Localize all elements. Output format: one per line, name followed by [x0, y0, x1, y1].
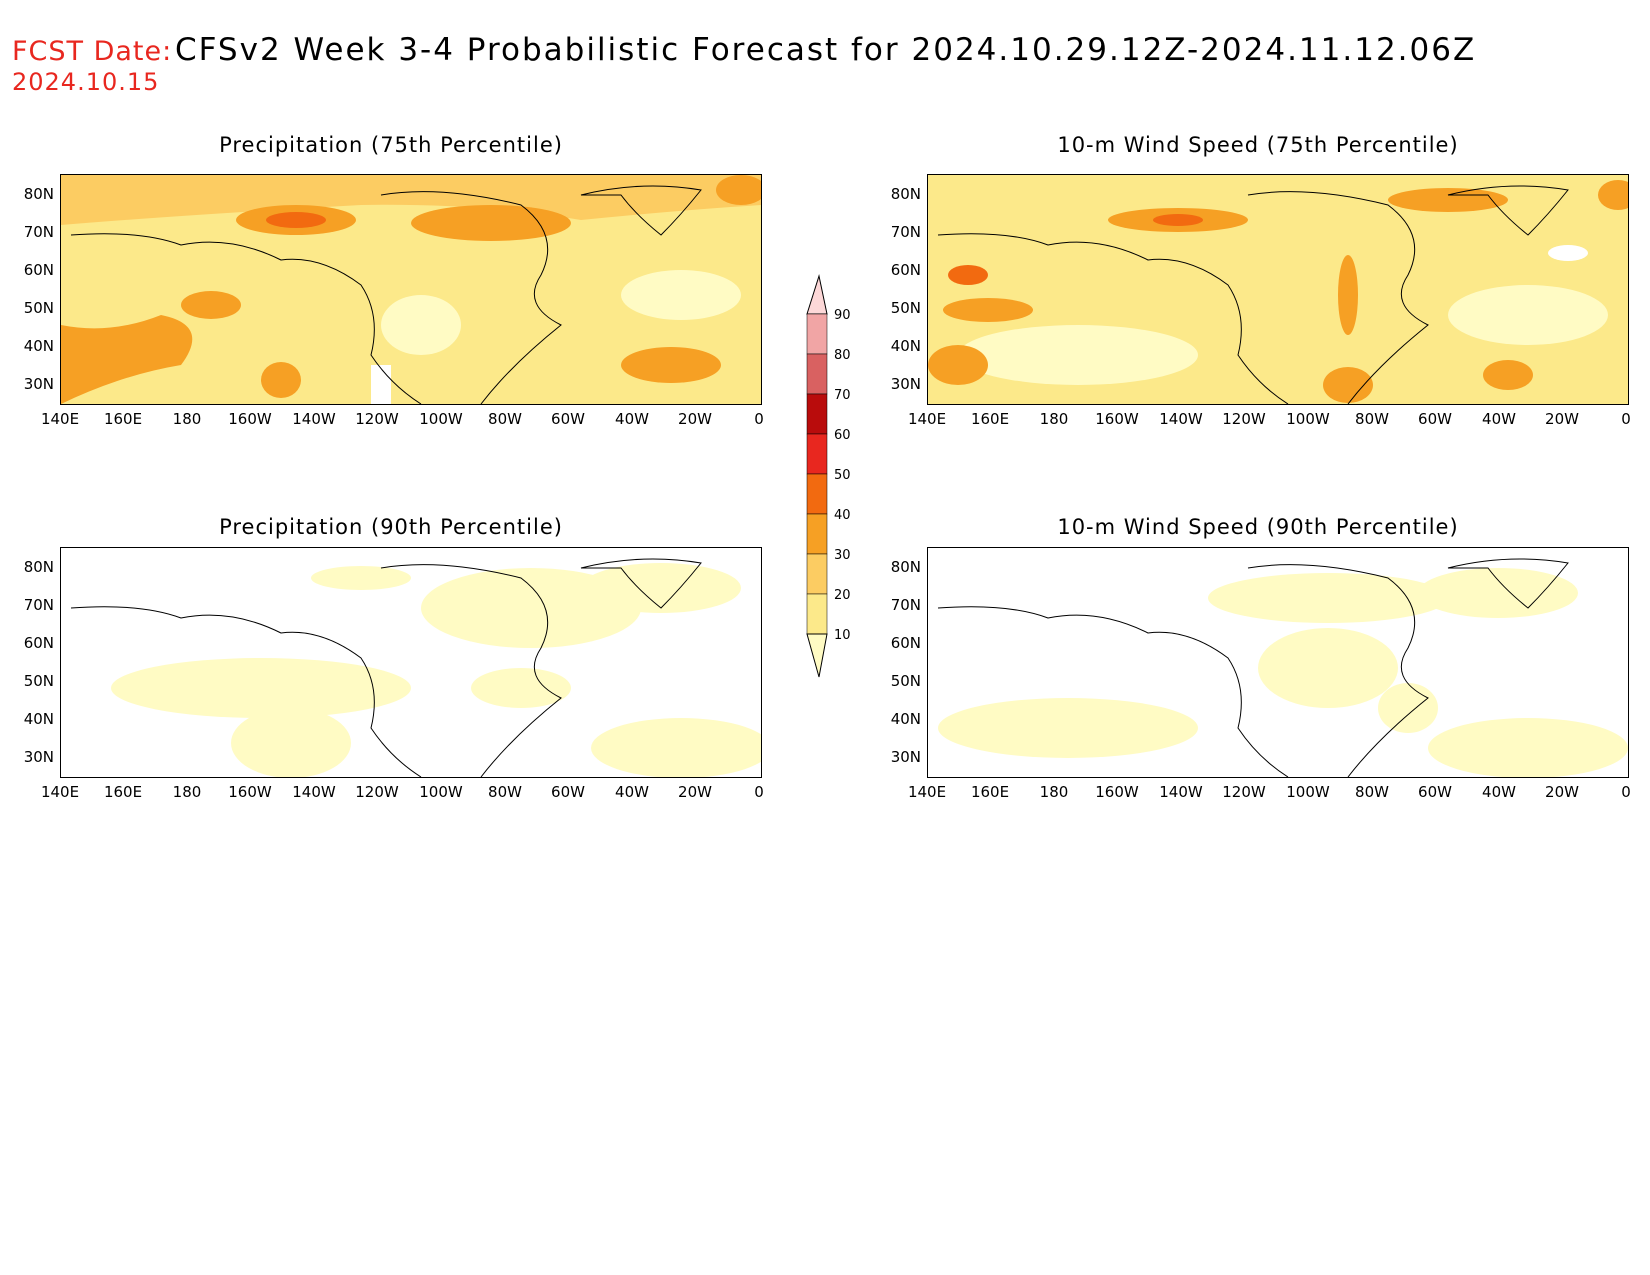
- map-wind90: [927, 547, 1629, 778]
- colorbar-label: 30: [834, 548, 851, 563]
- lat-label: 50N: [23, 299, 54, 317]
- lon-label: 60W: [1418, 410, 1452, 428]
- lon-label: 60W: [1418, 783, 1452, 801]
- lon-label: 140W: [1159, 783, 1203, 801]
- lat-label: 80N: [23, 185, 54, 203]
- colorbar: [806, 274, 828, 678]
- lon-label: 100W: [1286, 783, 1330, 801]
- lon-label: 120W: [355, 410, 399, 428]
- lon-label: 20W: [1545, 783, 1579, 801]
- lat-label: 30N: [23, 748, 54, 766]
- lat-label: 30N: [23, 375, 54, 393]
- lon-label: 160W: [1095, 410, 1139, 428]
- lon-label: 100W: [419, 783, 463, 801]
- forecast-date-label: FCST Date:: [12, 36, 173, 67]
- lat-label: 80N: [890, 558, 921, 576]
- lon-label: 20W: [678, 783, 712, 801]
- lon-label: 160W: [228, 783, 272, 801]
- lat-label: 50N: [23, 672, 54, 690]
- lat-label: 70N: [890, 223, 921, 241]
- lon-label: 140W: [292, 783, 336, 801]
- lon-label: 80W: [1355, 410, 1389, 428]
- lon-label: 140W: [292, 410, 336, 428]
- lon-label: 120W: [1222, 410, 1266, 428]
- lon-label: 160W: [1095, 783, 1139, 801]
- lat-label: 60N: [890, 261, 921, 279]
- lon-label: 180: [1039, 783, 1069, 801]
- map-wind75: [927, 174, 1629, 405]
- lat-label: 60N: [890, 634, 921, 652]
- lon-label: 140E: [40, 783, 80, 801]
- lon-label: 80W: [488, 410, 522, 428]
- lat-label: 40N: [23, 337, 54, 355]
- panel-title-wind75: 10-m Wind Speed (75th Percentile): [1057, 133, 1459, 157]
- lat-label: 70N: [890, 596, 921, 614]
- colorbar-label: 10: [834, 628, 851, 643]
- colorbar-label: 50: [834, 468, 851, 483]
- lon-label: 40W: [615, 783, 649, 801]
- lon-label: 20W: [678, 410, 712, 428]
- lon-label: 60W: [551, 410, 585, 428]
- lat-label: 40N: [890, 710, 921, 728]
- lon-label: 40W: [1482, 783, 1516, 801]
- lon-label: 160E: [970, 783, 1010, 801]
- lon-label: 0: [1621, 783, 1631, 801]
- lat-label: 60N: [23, 634, 54, 652]
- colorbar-label: 60: [834, 428, 851, 443]
- colorbar-label: 90: [834, 308, 851, 323]
- panel-title-precip90: Precipitation (90th Percentile): [219, 515, 563, 539]
- forecast-date: 2024.10.15: [12, 68, 160, 96]
- lat-label: 40N: [23, 710, 54, 728]
- lon-label: 0: [754, 783, 764, 801]
- lon-label: 40W: [1482, 410, 1516, 428]
- lon-label: 180: [172, 410, 202, 428]
- lon-label: 40W: [615, 410, 649, 428]
- lon-label: 20W: [1545, 410, 1579, 428]
- lat-label: 30N: [890, 748, 921, 766]
- lon-label: 140W: [1159, 410, 1203, 428]
- panel-title-wind90: 10-m Wind Speed (90th Percentile): [1057, 515, 1459, 539]
- lon-label: 100W: [1286, 410, 1330, 428]
- lat-label: 50N: [890, 299, 921, 317]
- figure-title: CFSv2 Week 3-4 Probabilistic Forecast fo…: [175, 32, 1477, 68]
- lon-label: 120W: [1222, 783, 1266, 801]
- lon-label: 120W: [355, 783, 399, 801]
- lon-label: 160E: [103, 410, 143, 428]
- lon-label: 0: [754, 410, 764, 428]
- lon-label: 0: [1621, 410, 1631, 428]
- lat-label: 40N: [890, 337, 921, 355]
- lon-label: 80W: [1355, 783, 1389, 801]
- colorbar-label: 70: [834, 388, 851, 403]
- lat-label: 50N: [890, 672, 921, 690]
- lat-label: 60N: [23, 261, 54, 279]
- lon-label: 100W: [419, 410, 463, 428]
- colorbar-label: 80: [834, 348, 851, 363]
- lat-label: 70N: [23, 596, 54, 614]
- lat-label: 30N: [890, 375, 921, 393]
- map-precip90: [60, 547, 762, 778]
- colorbar-label: 40: [834, 508, 851, 523]
- map-precip75: [60, 174, 762, 405]
- colorbar-label: 20: [834, 588, 851, 603]
- lat-label: 80N: [23, 558, 54, 576]
- lon-label: 60W: [551, 783, 585, 801]
- lon-label: 160W: [228, 410, 272, 428]
- lat-label: 80N: [890, 185, 921, 203]
- lon-label: 160E: [970, 410, 1010, 428]
- lon-label: 140E: [907, 783, 947, 801]
- lon-label: 140E: [907, 410, 947, 428]
- lon-label: 180: [172, 783, 202, 801]
- lon-label: 160E: [103, 783, 143, 801]
- lat-label: 70N: [23, 223, 54, 241]
- lon-label: 140E: [40, 410, 80, 428]
- panel-title-precip75: Precipitation (75th Percentile): [219, 133, 563, 157]
- lon-label: 180: [1039, 410, 1069, 428]
- lon-label: 80W: [488, 783, 522, 801]
